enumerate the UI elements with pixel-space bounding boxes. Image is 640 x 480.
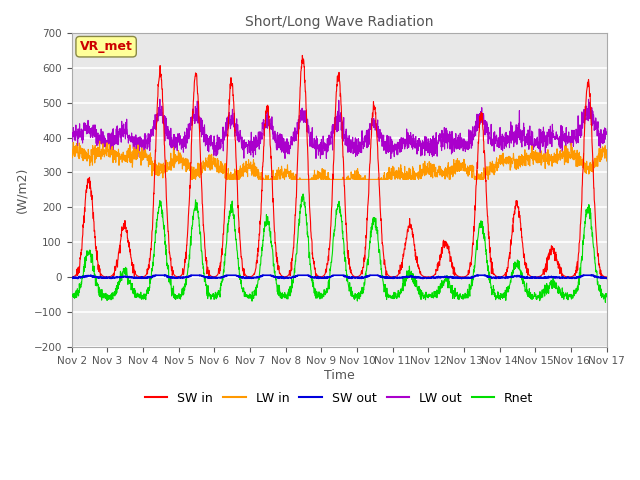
Legend: SW in, LW in, SW out, LW out, Rnet: SW in, LW in, SW out, LW out, Rnet bbox=[140, 386, 538, 409]
SW out bbox=[355, 275, 363, 281]
SW out bbox=[68, 276, 76, 281]
LW in bbox=[188, 177, 195, 182]
X-axis label: Time: Time bbox=[324, 369, 355, 382]
LW out bbox=[156, 96, 164, 102]
LW in bbox=[571, 147, 579, 153]
LW in bbox=[495, 160, 502, 166]
SW out bbox=[603, 275, 611, 281]
SW out bbox=[556, 274, 564, 280]
Y-axis label: (W/m2): (W/m2) bbox=[15, 167, 28, 213]
Rnet bbox=[603, 294, 611, 300]
LW in bbox=[367, 177, 374, 182]
LW out bbox=[218, 138, 225, 144]
SW in bbox=[556, 271, 564, 276]
Line: LW out: LW out bbox=[72, 99, 607, 158]
SW out bbox=[495, 275, 502, 281]
SW in bbox=[571, 271, 579, 277]
Text: VR_met: VR_met bbox=[79, 40, 132, 53]
Rnet bbox=[217, 281, 225, 287]
LW in bbox=[68, 152, 76, 158]
SW in bbox=[355, 273, 363, 279]
SW in bbox=[217, 259, 225, 265]
LW in bbox=[603, 158, 611, 164]
SW in bbox=[298, 52, 306, 58]
LW out bbox=[367, 125, 374, 131]
Line: LW in: LW in bbox=[72, 141, 607, 180]
LW out bbox=[132, 156, 140, 161]
Rnet bbox=[300, 191, 307, 197]
SW out bbox=[218, 275, 225, 281]
Title: Short/Long Wave Radiation: Short/Long Wave Radiation bbox=[245, 15, 433, 29]
SW out bbox=[571, 275, 579, 280]
Line: SW out: SW out bbox=[72, 275, 607, 278]
SW out bbox=[367, 273, 374, 278]
LW in bbox=[556, 155, 564, 160]
Rnet bbox=[571, 293, 579, 299]
SW out bbox=[74, 276, 82, 281]
Rnet bbox=[556, 288, 563, 294]
Rnet bbox=[495, 290, 502, 296]
Rnet bbox=[366, 236, 374, 242]
Rnet bbox=[355, 290, 362, 296]
LW out bbox=[603, 132, 611, 137]
SW in bbox=[205, 274, 212, 280]
Line: Rnet: Rnet bbox=[72, 194, 607, 302]
SW out bbox=[152, 272, 159, 278]
LW in bbox=[96, 138, 104, 144]
LW in bbox=[355, 177, 363, 182]
LW out bbox=[495, 145, 502, 151]
Line: SW in: SW in bbox=[72, 55, 607, 277]
LW out bbox=[571, 136, 579, 142]
LW out bbox=[68, 134, 76, 140]
LW out bbox=[355, 144, 363, 150]
SW in bbox=[68, 274, 76, 280]
SW in bbox=[495, 274, 502, 280]
Rnet bbox=[68, 293, 76, 299]
SW in bbox=[367, 147, 374, 153]
SW in bbox=[603, 274, 611, 280]
LW in bbox=[218, 166, 225, 171]
Rnet bbox=[602, 300, 609, 305]
LW out bbox=[556, 135, 564, 141]
